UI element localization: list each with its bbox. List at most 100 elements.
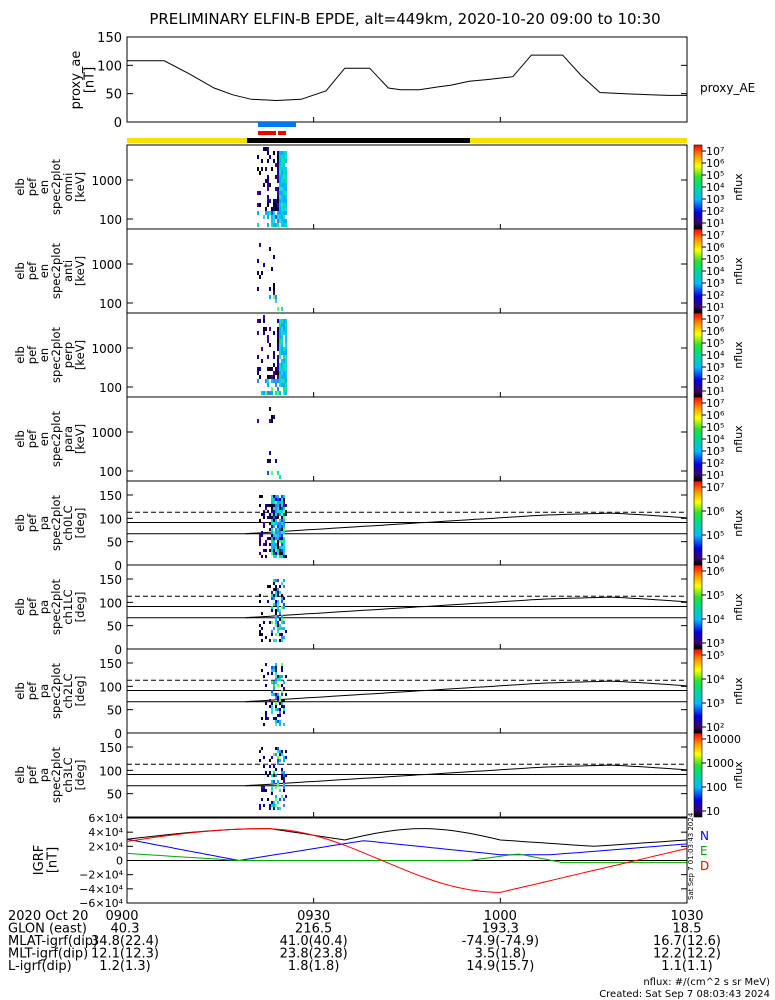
ytick-label: 150 xyxy=(99,657,122,671)
pitch-angle-cell xyxy=(271,708,273,711)
ytick-label: 150 xyxy=(97,31,122,46)
spectrogram-cell xyxy=(285,223,287,227)
spectrogram-cell xyxy=(283,167,285,171)
spectrogram-cell xyxy=(277,367,279,371)
pitch-angle-cell xyxy=(261,534,263,537)
pitch-angle-cell xyxy=(277,588,279,591)
pitch-angle-cell xyxy=(271,711,273,714)
pitch-angle-cell xyxy=(283,603,285,606)
pitch-angle-cell xyxy=(259,594,261,597)
spectrogram-cell xyxy=(283,171,285,175)
spectrogram-cell xyxy=(283,327,285,331)
pitch-angle-cell xyxy=(277,510,279,513)
pitch-angle-cell xyxy=(273,537,275,540)
igrf-legend-n: N xyxy=(700,829,709,843)
colorbar-tick-label: 10¹ xyxy=(706,385,724,398)
pitch-angle-cell xyxy=(283,543,285,546)
spectrogram-cell xyxy=(281,363,283,367)
footer-cell: 14.9(15.7) xyxy=(466,959,534,974)
ylabel-line: perp xyxy=(61,342,75,368)
pitch-angle-cell xyxy=(273,582,275,585)
ylabel-line: [keV] xyxy=(73,256,87,286)
spectrogram-cell xyxy=(263,327,265,331)
spectrogram-cell xyxy=(279,195,281,199)
spectrogram-cell xyxy=(261,391,263,395)
spectrogram-cell xyxy=(273,287,275,291)
colorbar-tick-label: 10⁶ xyxy=(706,241,725,254)
colorbar-tick-label: 10⁴ xyxy=(706,181,725,194)
spectrogram-cell xyxy=(285,383,287,387)
ylabel-line: pef xyxy=(25,765,39,784)
ylabel-line: pa xyxy=(37,768,51,782)
footer-cell: 23.8(23.8) xyxy=(280,947,348,962)
spectrogram-cell xyxy=(279,475,281,479)
spectrogram-cell xyxy=(279,211,281,215)
colorbar-label-text: nflux xyxy=(732,425,745,453)
pitch-angle-cell xyxy=(275,666,277,669)
pitch-angle-cell xyxy=(277,780,279,783)
colorbar-tick-label: 10000 xyxy=(706,733,741,746)
spectrogram-cell xyxy=(281,151,283,155)
ytick-label: 100 xyxy=(99,213,122,227)
spectrogram-cell xyxy=(273,283,275,287)
footer-cell: 41.0(40.4) xyxy=(280,934,348,949)
spectrogram-cell xyxy=(277,187,279,191)
spectrogram-cell xyxy=(285,155,287,159)
spectrogram-cell xyxy=(277,159,279,163)
pitch-angle-cell xyxy=(263,723,265,726)
ytick-label: 6×10⁴ xyxy=(88,812,123,825)
pitch-angle-cell xyxy=(265,663,267,666)
pitch-angle-cell xyxy=(279,720,281,723)
pitch-angle-cell xyxy=(279,627,281,630)
pitch-angle-cell xyxy=(279,537,281,540)
pitch-angle-cell xyxy=(275,522,277,525)
colorbar-tick-label: 10⁴ xyxy=(706,673,725,686)
pitch-angle-cell xyxy=(279,624,281,627)
spectrogram-cell xyxy=(277,155,279,159)
pitch-angle-cell xyxy=(273,543,275,546)
spectrogram-cell xyxy=(277,191,279,195)
colorbar-tick-label: 10³ xyxy=(706,277,724,290)
spectrogram-cell xyxy=(279,375,281,379)
colorbar-tick-label: 10⁷ xyxy=(706,313,724,326)
ylabel-line: spec2plot xyxy=(49,662,63,719)
spectrogram-cell xyxy=(273,219,275,223)
colorbar xyxy=(693,312,703,398)
pitch-angle-cell xyxy=(259,630,261,633)
spectrogram-cell xyxy=(281,179,283,183)
footer-cell: 12.1(12.3) xyxy=(91,947,159,962)
footer-cell: 0900 xyxy=(105,909,138,924)
pitch-angle-cell xyxy=(277,801,279,804)
spectrogram-cell xyxy=(277,343,279,347)
spectrogram-cell xyxy=(279,331,281,335)
spectrogram-cell xyxy=(277,163,279,167)
pitch-angle-cell xyxy=(259,750,261,753)
spectrogram-cell xyxy=(271,375,273,379)
pitch-angle-cell xyxy=(279,519,281,522)
spectrogram-cell xyxy=(257,379,259,383)
spectrogram-cell xyxy=(283,331,285,335)
pitch-angle-cell xyxy=(277,693,279,696)
spectrogram-cell xyxy=(267,151,269,155)
spectrogram-cell xyxy=(285,327,287,331)
spectrogram-cell xyxy=(275,207,277,211)
pitch-angle-cell xyxy=(281,507,283,510)
pitch-angle-cell xyxy=(271,519,273,522)
pitch-angle-cell xyxy=(281,618,283,621)
energy-panel-frame xyxy=(126,144,688,230)
pitch-angle-cell xyxy=(285,510,287,513)
pitch-angle-cell xyxy=(261,627,263,630)
spectrogram-cell xyxy=(261,159,263,163)
pitch-angle-cell xyxy=(283,525,285,528)
pitch-angle-cell xyxy=(281,519,283,522)
pitch-angle-cell xyxy=(259,495,261,498)
pitch-angle-cell xyxy=(271,531,273,534)
spectrogram-cell xyxy=(267,383,269,387)
spectrogram-cell xyxy=(259,171,261,175)
spectrogram-cell xyxy=(267,335,269,339)
pitch-angle-cell xyxy=(281,597,283,600)
spectrogram-cell xyxy=(283,391,285,395)
spectrogram-cell xyxy=(277,215,279,219)
pitch-angle-cell xyxy=(271,606,273,609)
